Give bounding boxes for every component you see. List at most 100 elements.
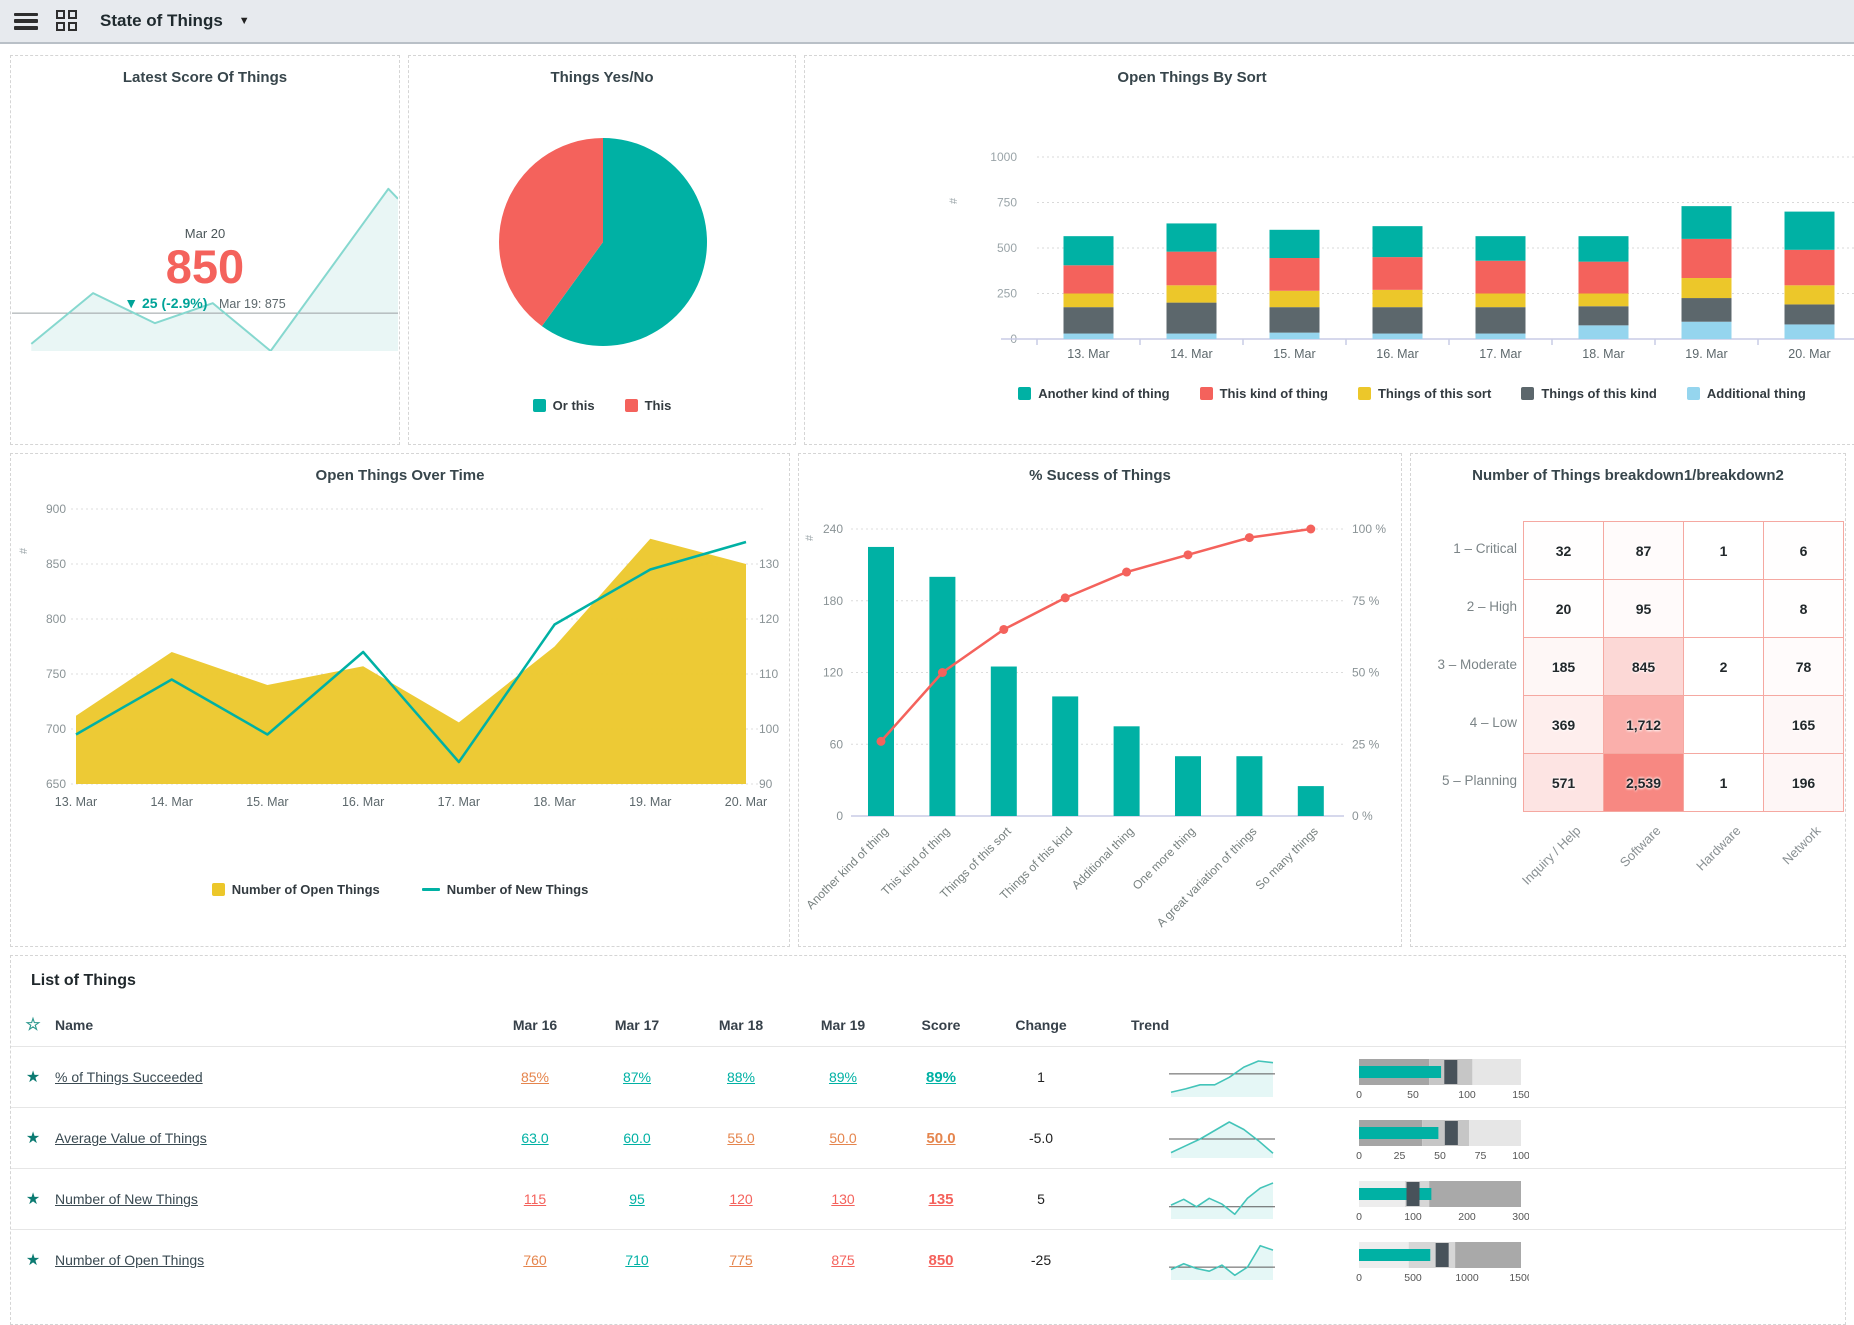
star-icon[interactable]: ★ [25, 1252, 41, 1269]
day-value-link[interactable]: 760 [523, 1252, 547, 1268]
row-name-link[interactable]: Average Value of Things [55, 1130, 207, 1146]
heatmap-cell[interactable]: 2 [1683, 637, 1764, 696]
stacked-bar-20-Mar[interactable] [1784, 211, 1835, 339]
legend-item[interactable]: Additional thing [1686, 386, 1806, 401]
pareto-cumulative-marker[interactable] [1244, 533, 1254, 543]
column-header-name[interactable]: Name [55, 1017, 94, 1033]
legend-item[interactable]: Things of this kind [1521, 386, 1657, 401]
pie-chart[interactable] [409, 114, 797, 376]
day-value-link[interactable]: 60.0 [623, 1130, 651, 1146]
heatmap-cell[interactable]: 95 [1603, 579, 1684, 638]
stacked-bar-17-Mar[interactable] [1475, 236, 1526, 339]
pareto-cumulative-marker[interactable] [876, 736, 886, 746]
pareto-cumulative-marker[interactable] [937, 668, 947, 677]
heatmap-cell[interactable]: 1 [1683, 521, 1764, 580]
day-value-link[interactable]: 130 [831, 1191, 855, 1207]
column-header-trend[interactable]: Trend [1131, 1017, 1170, 1033]
stacked-bar-15-Mar[interactable] [1269, 229, 1320, 339]
row-name-link[interactable]: Number of Open Things [55, 1252, 205, 1268]
heatmap-cell[interactable]: 369 [1523, 695, 1604, 754]
day-value-link[interactable]: 87% [622, 1069, 652, 1085]
heatmap-cell[interactable]: 20 [1523, 579, 1604, 638]
legend-item[interactable]: Or this [532, 398, 595, 413]
stacked-bar-18-Mar[interactable] [1578, 236, 1629, 339]
pareto-chart[interactable]: 0 60 120 180 240 0 % 25 % 50 % 75 % 100 % # Another… [799, 489, 1401, 945]
star-icon[interactable]: ★ [25, 1130, 41, 1147]
column-header-score[interactable]: Score [921, 1017, 961, 1033]
column-header-mar-18[interactable]: Mar 18 [718, 1017, 764, 1033]
heatmap-cell[interactable]: 1,712 [1603, 695, 1684, 754]
pareto-bar[interactable] [1236, 756, 1263, 816]
heatmap-cell[interactable]: 6 [1763, 521, 1844, 580]
chevron-down-icon[interactable]: ▼ [238, 15, 250, 27]
day-value-link[interactable]: 120 [729, 1191, 753, 1207]
stacked-bar-16-Mar[interactable] [1372, 226, 1423, 339]
day-value-link[interactable]: 85% [520, 1069, 550, 1085]
day-value-link[interactable]: 875 [831, 1252, 855, 1268]
legend-item[interactable]: Another kind of thing [1018, 386, 1170, 401]
legend-item[interactable]: Number of New Things [421, 882, 588, 897]
stacked-bar-19-Mar[interactable] [1681, 206, 1732, 339]
pie-slice-or-this[interactable] [541, 138, 707, 346]
day-value-link[interactable]: 95 [629, 1191, 645, 1207]
day-value-link[interactable]: 88% [726, 1069, 756, 1085]
column-header-mar-19[interactable]: Mar 19 [820, 1017, 866, 1033]
column-header-change[interactable]: Change [1015, 1017, 1067, 1033]
pareto-cumulative-marker[interactable] [1183, 550, 1193, 560]
legend-item[interactable]: Things of this sort [1357, 386, 1491, 401]
pareto-bar[interactable] [990, 666, 1017, 816]
heatmap-cell[interactable]: 2,539 [1603, 753, 1684, 812]
stacked-bar-14-Mar[interactable] [1166, 223, 1217, 339]
pareto-bar[interactable] [929, 576, 956, 816]
new-things-line-series[interactable] [75, 540, 747, 764]
day-value-link[interactable]: 55.0 [727, 1130, 755, 1146]
day-value-link[interactable]: 89% [828, 1069, 858, 1085]
pareto-bar[interactable] [868, 546, 894, 816]
heatmap-cell[interactable] [1683, 695, 1764, 754]
score-value-link[interactable]: 850 [928, 1251, 954, 1269]
dashboard-title[interactable]: State of Things [100, 11, 223, 30]
star-icon[interactable]: ★ [25, 1069, 41, 1086]
heatmap-cell[interactable] [1683, 579, 1764, 638]
day-value-link[interactable]: 50.0 [829, 1130, 857, 1146]
heatmap-cell[interactable]: 1 [1683, 753, 1764, 812]
score-value-link[interactable]: 50.0 [926, 1129, 956, 1147]
pie-slice-this[interactable] [499, 138, 603, 327]
pareto-bar[interactable] [1052, 696, 1079, 816]
pareto-cumulative-marker[interactable] [999, 624, 1009, 634]
heatmap-cell[interactable]: 185 [1523, 637, 1604, 696]
day-value-link[interactable]: 710 [625, 1252, 649, 1268]
star-icon[interactable]: ★ [25, 1191, 41, 1208]
heatmap-cell[interactable]: 78 [1763, 637, 1844, 696]
legend-item[interactable]: This [624, 398, 671, 413]
pareto-cumulative-marker[interactable] [1060, 593, 1070, 603]
day-value-link[interactable]: 63.0 [521, 1130, 549, 1146]
hamburger-menu-icon[interactable] [14, 12, 38, 30]
pareto-bar[interactable] [1297, 786, 1324, 816]
stacked-bar-13-Mar[interactable] [1063, 236, 1114, 339]
heatmap-cell[interactable]: 8 [1763, 579, 1844, 638]
legend-item[interactable]: This kind of thing [1199, 386, 1328, 401]
row-name-link[interactable]: Number of New Things [55, 1191, 198, 1207]
legend-item[interactable]: Number of Open Things [211, 882, 380, 897]
heatmap-cell[interactable]: 845 [1603, 637, 1684, 696]
kpi-sparkline-chart[interactable] [12, 151, 398, 351]
column-header-mar-16[interactable]: Mar 16 [512, 1017, 558, 1033]
pareto-bar[interactable] [1113, 726, 1140, 816]
star-header-icon[interactable]: ☆ [25, 1015, 41, 1034]
dashboard-grid-icon[interactable] [56, 10, 78, 32]
column-header-mar-17[interactable]: Mar 17 [614, 1017, 660, 1033]
score-value-link[interactable]: 89% [925, 1068, 957, 1086]
score-value-link[interactable]: 135 [928, 1190, 954, 1208]
combo-area-line-chart[interactable]: 650 700 750 800 850 900 90 100 110 120 130 #13. Mar… [11, 494, 789, 824]
heatmap-cell[interactable]: 571 [1523, 753, 1604, 812]
pareto-bar[interactable] [1175, 756, 1201, 816]
day-value-link[interactable]: 115 [523, 1191, 547, 1207]
heatmap-cell[interactable]: 165 [1763, 695, 1844, 754]
pareto-cumulative-marker[interactable] [1306, 524, 1316, 534]
heatmap-cell[interactable]: 32 [1523, 521, 1604, 580]
heatmap-cell[interactable]: 87 [1603, 521, 1684, 580]
pareto-cumulative-marker[interactable] [1122, 567, 1132, 577]
heatmap-cell[interactable]: 196 [1763, 753, 1844, 812]
